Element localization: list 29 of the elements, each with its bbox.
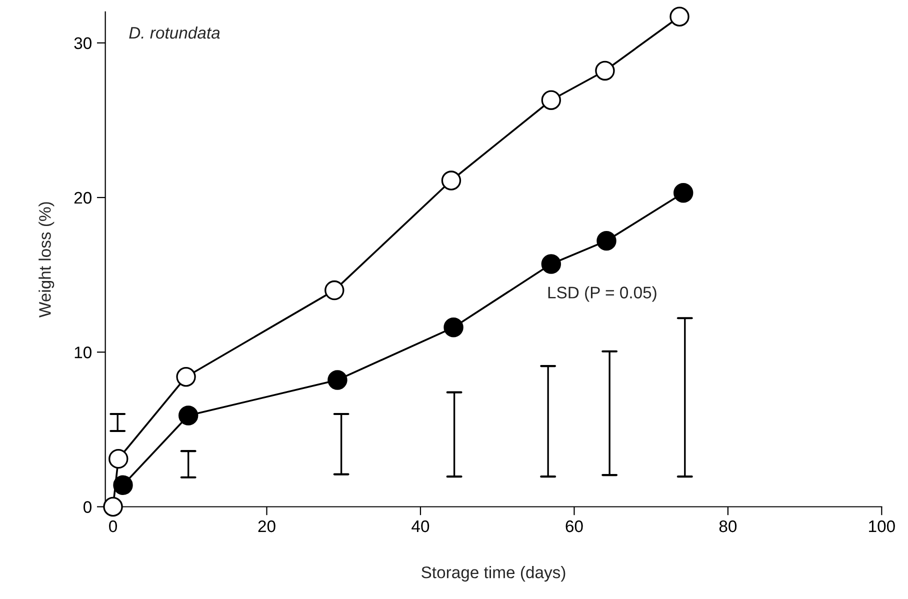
- x-tick-label: 80: [719, 520, 737, 532]
- point: [541, 90, 562, 110]
- point: [596, 230, 616, 251]
- point: [595, 60, 615, 81]
- point: [176, 367, 196, 387]
- point: [324, 280, 344, 300]
- y-axis-title: Weight loss (%): [38, 202, 54, 318]
- x-tick-label: 100: [869, 520, 895, 532]
- y-tick-label: 10: [74, 346, 92, 358]
- point: [103, 496, 123, 517]
- annotation: LSD (P = 0.05): [548, 286, 656, 302]
- y-tick-label: 20: [74, 192, 92, 204]
- x-tick-label: 20: [258, 520, 276, 532]
- point: [441, 170, 462, 190]
- y-tick-label: 0: [84, 501, 92, 513]
- x-tick-label: 60: [566, 520, 583, 532]
- x-tick-label: 0: [109, 520, 117, 532]
- point: [328, 370, 348, 390]
- x-tick-label: 40: [412, 520, 430, 532]
- point: [673, 183, 694, 203]
- y-tick-label: 30: [74, 37, 92, 50]
- point: [178, 406, 198, 426]
- point: [541, 254, 562, 274]
- x-axis-title: Storage time (days): [422, 566, 566, 582]
- point: [670, 6, 690, 26]
- point: [444, 318, 464, 338]
- annotation: D. rotundata: [129, 26, 220, 39]
- point: [108, 448, 128, 469]
- point: [113, 475, 133, 495]
